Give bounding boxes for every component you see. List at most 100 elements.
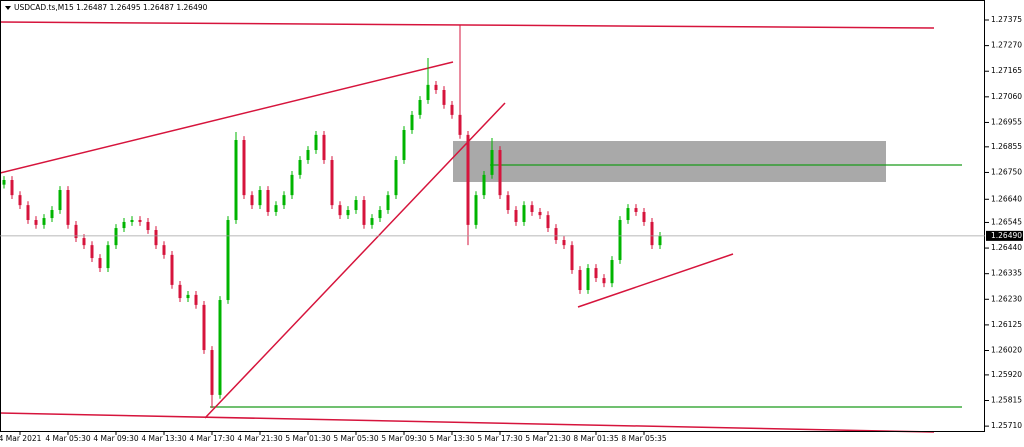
y-tick-label: 1.26640 [991, 194, 1022, 203]
candle-body [162, 245, 166, 255]
candle-body [202, 304, 206, 351]
candle-body [90, 245, 94, 259]
y-tick-label: 1.27270 [991, 41, 1022, 50]
candle-body [650, 221, 654, 246]
candle-body [218, 300, 222, 395]
candle-body [266, 190, 270, 212]
candle-body [482, 174, 486, 196]
trend-line [0, 412, 935, 433]
y-tick-label: 1.27060 [991, 92, 1022, 101]
candle-body [538, 211, 542, 216]
candle-body [194, 294, 198, 305]
candle-body [226, 220, 230, 301]
candle-body [450, 104, 454, 115]
candle-body [410, 114, 414, 131]
candle-body [466, 134, 470, 225]
trend-line [0, 21, 935, 29]
menu-arrow[interactable] [5, 6, 11, 10]
candle-body [610, 260, 614, 284]
candle-body [130, 220, 134, 222]
x-tick-label: 5 Mar 09:30 [381, 434, 427, 443]
candle-body [122, 221, 126, 229]
candle-body [442, 90, 446, 105]
candle-body [290, 174, 294, 196]
candle-body [546, 215, 550, 229]
y-tick-label: 1.26855 [991, 142, 1022, 151]
candle-body [354, 200, 358, 211]
x-tick-label: 4 Mar 17:30 [189, 434, 235, 443]
candle-body [474, 195, 478, 225]
candle-body [242, 140, 246, 196]
candle-body [106, 245, 110, 269]
trend-line [577, 253, 734, 308]
candle-body [562, 240, 566, 246]
candle-body [82, 238, 86, 246]
candle-body [522, 205, 526, 222]
x-tick-label: 5 Mar 01:30 [285, 434, 331, 443]
current-price-label: 1.26490 [991, 231, 1022, 240]
candle-body [458, 114, 462, 135]
chart-title: USDCAD.ts,M15 1.26487 1.26495 1.26487 1.… [14, 3, 208, 12]
x-tick-label: 4 Mar 09:30 [93, 434, 139, 443]
candle-body [66, 190, 70, 225]
candle-body [362, 200, 366, 225]
candle-body [114, 228, 118, 246]
x-tick-label: 4 Mar 21:30 [237, 434, 283, 443]
candle-body [338, 205, 342, 216]
candle-body [146, 221, 150, 231]
y-tick-label: 1.25920 [991, 370, 1022, 379]
candle-body [490, 150, 494, 175]
candle-body [506, 195, 510, 211]
y-tick-label: 1.26955 [991, 117, 1022, 126]
candle-body [138, 220, 142, 222]
candle-body [154, 230, 158, 246]
candle-body [386, 195, 390, 211]
candle-body [274, 205, 278, 212]
candle-body [394, 160, 398, 196]
candle-body [618, 220, 622, 261]
candle-body [402, 130, 406, 161]
trend-line [204, 102, 506, 419]
candle-body [514, 210, 518, 222]
trend-line [0, 61, 454, 174]
candle-body [178, 284, 182, 299]
candle-body [498, 150, 502, 196]
candle-body [434, 84, 438, 91]
drawn-objects [0, 21, 962, 433]
candle-body [658, 235, 662, 246]
candle-body [330, 160, 334, 206]
candle-body [314, 134, 318, 151]
plot-frame [0, 0, 985, 432]
candle-body [642, 211, 646, 222]
y-tick-label: 1.25710 [991, 421, 1022, 430]
candle-body [170, 254, 174, 285]
candle-body [634, 208, 638, 212]
candle-body [26, 205, 30, 221]
candle-body [306, 150, 310, 161]
candle-body [594, 268, 598, 279]
candle-body [602, 278, 606, 284]
y-tick-label: 1.26750 [991, 167, 1022, 176]
candle-body [186, 294, 190, 299]
y-tick-label: 1.26335 [991, 269, 1022, 278]
candle-body [282, 195, 286, 206]
candle-body [570, 245, 574, 271]
candle-body [586, 268, 590, 291]
x-tick-label: 5 Mar 13:30 [429, 434, 475, 443]
candle-body [370, 218, 374, 225]
x-tick-label: 5 Mar 17:30 [477, 434, 523, 443]
x-tick-label: 4 Mar 13:30 [141, 434, 187, 443]
y-tick-label: 1.27375 [991, 15, 1022, 24]
y-tick-label: 1.26440 [991, 243, 1022, 252]
candle-body [50, 210, 54, 219]
zone-rectangle [453, 141, 886, 182]
candle-body [626, 208, 630, 221]
candle-body [298, 160, 302, 175]
x-tick-label: 4 Mar 2021 [0, 434, 42, 443]
candle-body [74, 224, 78, 239]
candle-body [554, 228, 558, 241]
x-tick-label: 5 Mar 21:30 [525, 434, 571, 443]
current-price-box [986, 230, 1023, 241]
